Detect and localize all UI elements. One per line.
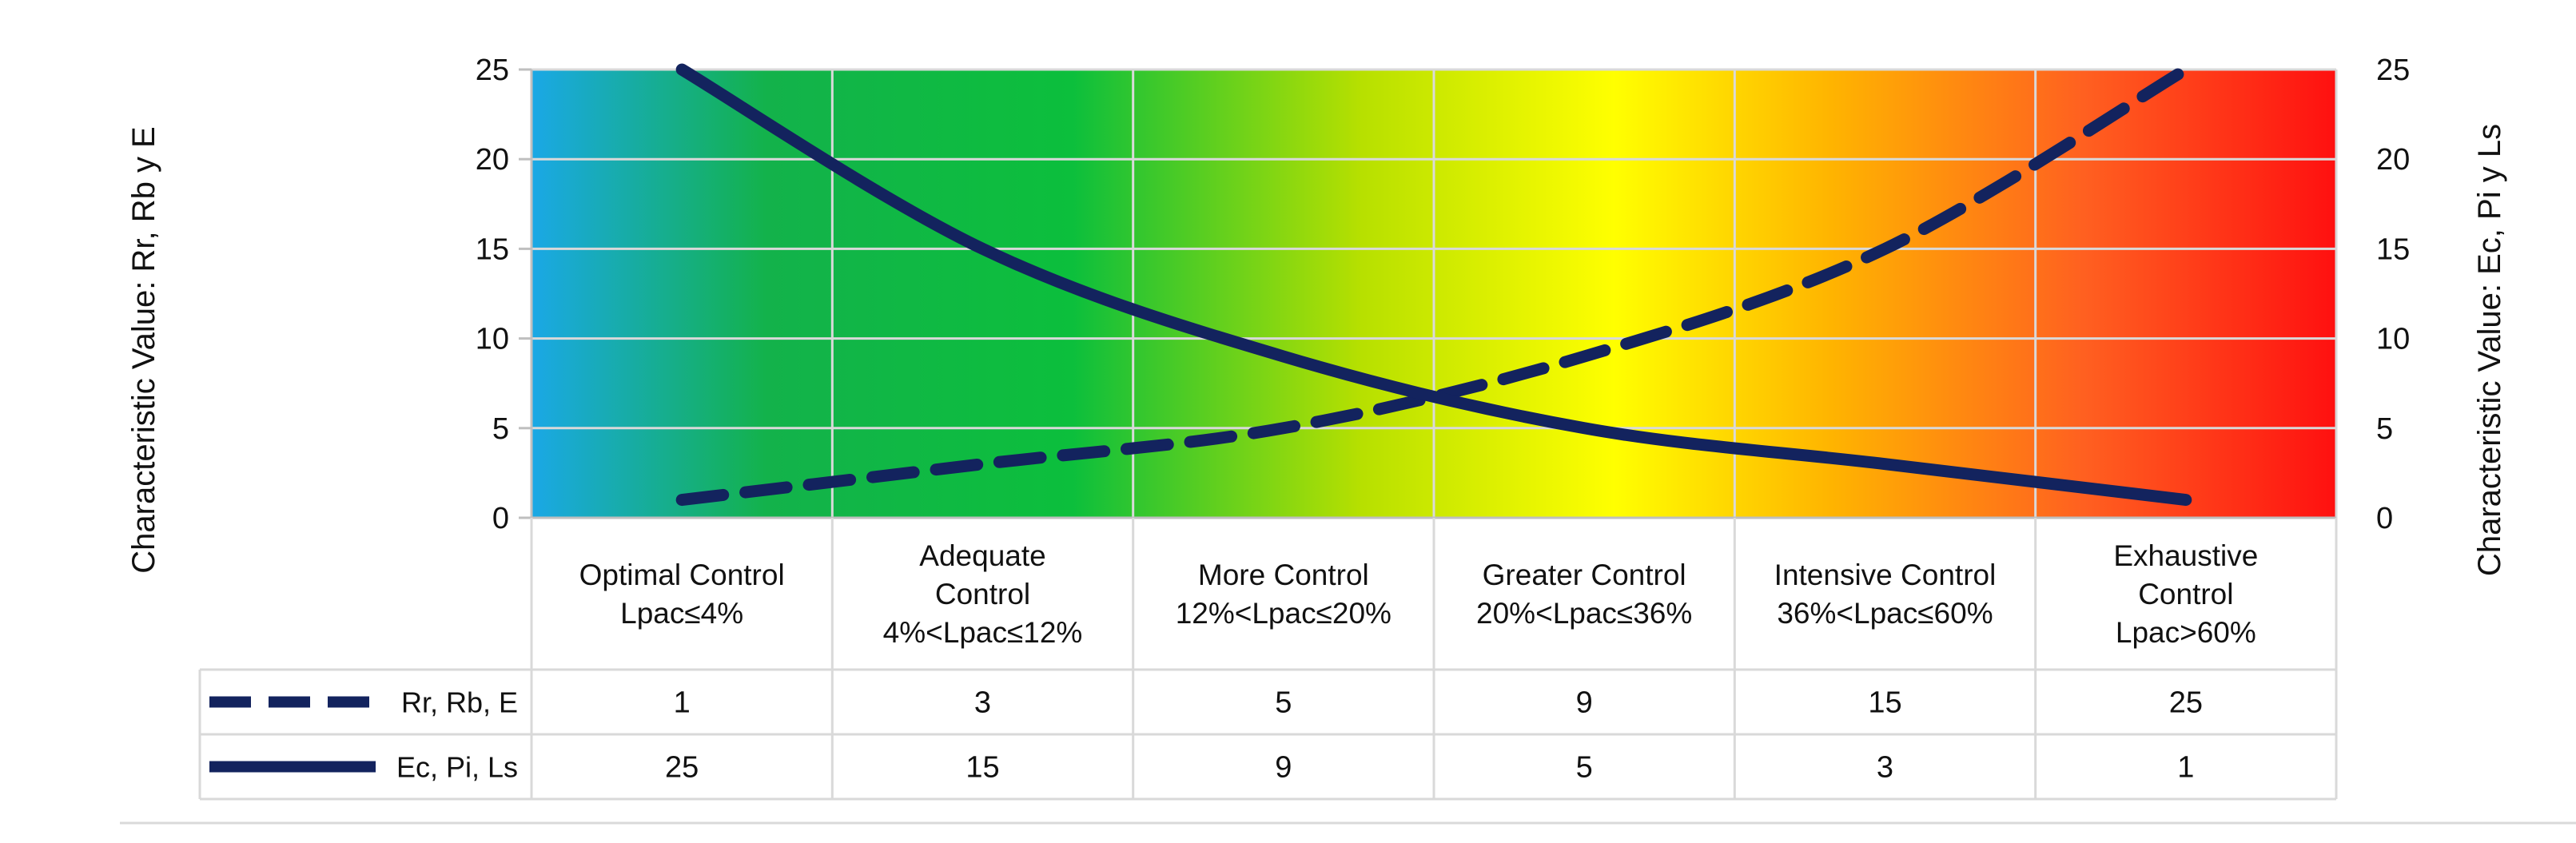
data-point (681, 69, 683, 70)
right-axis-title: Characteristic Value: Ec, Pi y Ls (2472, 124, 2507, 576)
data-point (1583, 427, 1585, 429)
category-label-line: 4%<Lpac≤12% (883, 616, 1083, 649)
data-point (1283, 356, 1284, 357)
table-cell-value: 15 (1868, 686, 1901, 720)
table-cell-value: 25 (665, 751, 699, 785)
data-point (1583, 356, 1585, 357)
category-label-line: Adequate (919, 539, 1045, 572)
legend-label: Ec, Pi, Ls (396, 751, 518, 784)
category-label-line: 12%<Lpac≤20% (1176, 597, 1392, 630)
data-point (1885, 248, 1886, 249)
data-point (1885, 463, 1886, 465)
category-label-line: Control (935, 578, 1030, 610)
table-cell-value: 9 (1576, 686, 1593, 720)
left-axis-title: Characteristic Value: Rr, Rb y E (126, 126, 161, 573)
table-cell-value: 15 (966, 751, 999, 785)
table-cell-value: 1 (674, 686, 691, 720)
right-tick-label: 5 (2376, 412, 2393, 446)
data-table: Optimal Control Lpac≤4% Adequate Control 4%<… (198, 518, 2338, 801)
table-cell-value: 25 (2169, 686, 2203, 720)
data-point (2185, 499, 2187, 501)
data-point (982, 463, 984, 465)
left-tick-label: 5 (492, 412, 509, 446)
table-cell-value: 5 (1275, 686, 1292, 720)
vertical-gridlines (830, 70, 2338, 518)
right-tick-label: 10 (2376, 323, 2410, 356)
series-line-dashed (675, 63, 2192, 507)
category-label-line: Lpac>60% (2116, 616, 2256, 649)
category-label: Greater Control 20%<Lpac≤36% (1476, 559, 1692, 630)
category-label-line: 20%<Lpac≤36% (1476, 597, 1692, 630)
legend-label: Rr, Rb, E (401, 686, 518, 719)
table-cell-value: 5 (1576, 751, 1593, 785)
left-axis-ticks: 0 5 10 15 20 25 (476, 54, 532, 535)
data-point (681, 499, 683, 501)
left-tick-label: 25 (476, 54, 509, 87)
category-label: Exhaustive Control Lpac>60% (2113, 539, 2258, 649)
category-label-line: Optimal Control (579, 559, 785, 591)
table-cell-value: 3 (1877, 751, 1893, 785)
category-label-line: Control (2138, 578, 2233, 610)
left-tick-label: 15 (476, 233, 509, 266)
right-tick-label: 25 (2376, 54, 2410, 87)
table-cell-value: 1 (2177, 751, 2194, 785)
series-line-solid (675, 63, 2192, 507)
category-label: Adequate Control 4%<Lpac≤12% (883, 539, 1083, 649)
right-axis-ticks: 0 5 10 15 20 25 (2376, 54, 2410, 535)
category-label-line: Intensive Control (1774, 559, 1997, 591)
right-tick-label: 15 (2376, 233, 2410, 266)
data-point (982, 248, 984, 249)
left-tick-label: 20 (476, 143, 509, 177)
category-label-line: More Control (1198, 559, 1369, 591)
left-tick-label: 0 (492, 502, 509, 535)
table-cell-value: 3 (974, 686, 991, 720)
category-label-line: Greater Control (1483, 559, 1686, 591)
right-tick-label: 20 (2376, 143, 2410, 177)
data-point (2185, 69, 2187, 70)
left-tick-label: 10 (476, 323, 509, 356)
right-tick-label: 0 (2376, 502, 2393, 535)
category-label: More Control 12%<Lpac≤20% (1176, 559, 1392, 630)
category-label-line: 36%<Lpac≤60% (1777, 597, 1993, 630)
table-cell-value: 9 (1275, 751, 1292, 785)
category-label-line: Exhaustive (2113, 539, 2258, 572)
series-layer (675, 63, 2192, 507)
category-label-line: Lpac≤4% (620, 597, 743, 630)
data-point (1283, 427, 1284, 429)
category-label: Intensive Control 36%<Lpac≤60% (1774, 559, 1997, 630)
category-label: Optimal Control Lpac≤4% (579, 559, 785, 630)
